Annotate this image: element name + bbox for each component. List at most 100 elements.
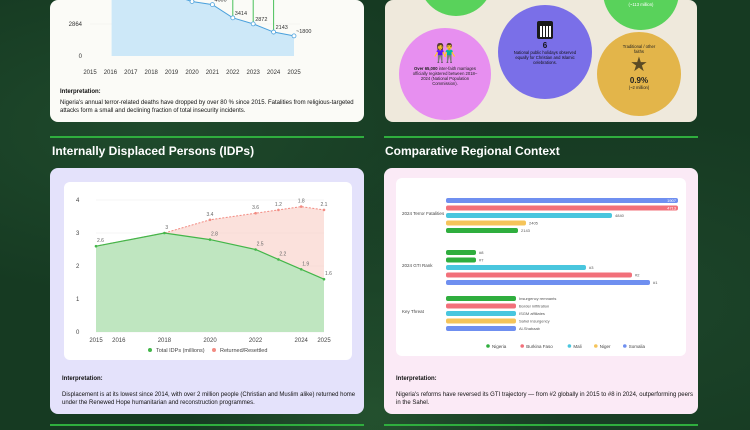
regional-interpretation-heading: Interpretation: <box>396 376 437 382</box>
y-tick-label: 2 <box>76 264 80 270</box>
data-point <box>209 2 215 7</box>
total-point <box>208 238 212 241</box>
returned-point <box>208 218 212 222</box>
x-tick-label: 2019 <box>165 70 179 76</box>
marriages-text: inter-faith marriages officially registe… <box>412 66 478 86</box>
marriages-caption: Over 65,000 inter-faith marriages offici… <box>412 66 478 86</box>
marriages-value: Over 65,000 <box>414 66 438 71</box>
bar-label: #8 <box>479 250 484 255</box>
terror-deaths-chart: 2015 2016 2017 2018 2019 2020 2021 2022 2023 2024… <box>69 0 311 76</box>
x-tick-label: 2024 <box>267 70 281 76</box>
traditional-circle: Traditional / other faiths ★ 0.9% (~2 mi… <box>597 32 681 116</box>
legend-returned-swatch <box>212 348 216 352</box>
bar-label: #1 <box>653 280 658 285</box>
returned-point <box>277 208 280 212</box>
bar <box>446 326 516 331</box>
data-label: 2143 <box>276 25 288 31</box>
series-line <box>185 0 295 37</box>
bar-label: Al-Shabaab <box>519 326 541 331</box>
legend-returned-label: Returned/Resettled <box>220 348 267 354</box>
bar-label: #3 <box>589 265 594 270</box>
bar-label: Insurgency remnants <box>519 296 556 301</box>
bar <box>446 265 586 270</box>
returned-data-label: 1.8 <box>298 199 305 205</box>
regional-bar-chart: 2024 Terror Fatalities 1907 4713 4840 2405 21… <box>402 198 678 349</box>
bar <box>446 228 518 233</box>
x-tick-label: 2015 <box>83 70 97 76</box>
returned-point <box>299 205 303 208</box>
total-point <box>322 277 326 281</box>
legend-label: Somalia <box>629 344 646 349</box>
x-tick-label: 2018 <box>158 338 172 344</box>
holidays-text: National public holidays observed equall… <box>513 50 577 65</box>
total-data-label: 2.5 <box>257 242 264 248</box>
legend-total-swatch <box>148 348 152 352</box>
x-tick-label: 2020 <box>185 70 199 76</box>
y-tick-label: 4 <box>76 198 80 204</box>
y-tick-label: 1 <box>76 297 80 303</box>
legend-label: Niger <box>600 344 611 349</box>
bar-label: Border infiltration <box>519 304 549 309</box>
x-tick-label: 2024 <box>295 338 309 344</box>
bar-label: ISGM affiliates <box>519 311 545 316</box>
total-data-label: 2.8 <box>211 232 218 238</box>
group-label: Key Threat <box>402 309 425 314</box>
idp-area-chart: 0 1 2 3 4 2015 2016 2018 2020 2022 2024 2025 2.6 3 2.8… <box>76 198 332 354</box>
data-point <box>230 15 236 21</box>
x-tick-label: 2021 <box>206 70 220 76</box>
calendar-icon <box>537 21 553 39</box>
x-tick-label: 2025 <box>287 70 301 76</box>
green-circle-right-sub: (~113 million) <box>628 2 654 7</box>
returned-data-label: 3.6 <box>252 205 259 211</box>
terror-deaths-card: 2015 2016 2017 2018 2019 2020 2021 2022 2023 2024… <box>50 0 364 122</box>
x-tick-label: 2022 <box>226 70 240 76</box>
bar <box>446 318 516 324</box>
x-tick-label: 2018 <box>145 70 159 76</box>
people-icon: 👫 <box>433 43 457 63</box>
y-tick-label: 0 <box>79 54 83 60</box>
bar <box>446 303 516 309</box>
total-idps-area <box>96 233 324 332</box>
returned-data-label: 3.4 <box>207 212 214 218</box>
data-point <box>250 21 256 27</box>
total-data-label: 1.9 <box>302 261 309 267</box>
legend-swatch <box>567 344 572 348</box>
legend-swatch <box>594 344 598 348</box>
data-point <box>189 0 195 4</box>
bar <box>446 213 612 218</box>
legend-total-label: Total IDPs (millions) <box>156 348 205 354</box>
idp-interpretation-text: Displacement is at its lowest since 2014… <box>62 392 356 406</box>
bar-label: 1907 <box>667 198 677 203</box>
green-circle-left <box>419 0 493 16</box>
data-label: 3414 <box>235 11 247 17</box>
traditional-value: 0.9% <box>629 76 649 85</box>
data-point <box>291 33 297 39</box>
traditional-sub: (~2 million) <box>628 85 650 90</box>
bar <box>446 220 526 226</box>
bar <box>446 296 516 301</box>
divider-right <box>384 136 698 138</box>
group-label: 2024 GTI Rank <box>402 263 433 268</box>
bar-label: #2 <box>635 273 640 278</box>
data-label: 4600 <box>214 0 226 4</box>
regional-plot-panel: 2024 Terror Fatalities 1907 4713 4840 2405 21… <box>396 178 686 356</box>
divider-left <box>50 136 364 138</box>
x-tick-label: 2023 <box>247 70 261 76</box>
bar-label: 2143 <box>521 228 531 233</box>
deaths-interpretation-heading: Interpretation: <box>60 89 101 95</box>
bar <box>446 250 476 255</box>
legend-label: Nigeria <box>492 344 507 349</box>
bar <box>446 198 678 203</box>
x-tick-label: 2015 <box>89 338 103 344</box>
total-data-label: 1.6 <box>325 271 332 277</box>
green-circle-right: (~113 million) <box>603 0 679 30</box>
total-point <box>94 244 98 248</box>
returned-data-label: 1.2 <box>275 202 282 208</box>
legend-label: Mali <box>573 344 581 349</box>
bar-label: #7 <box>479 258 484 263</box>
regional-section-title: Comparative Regional Context <box>385 144 560 158</box>
star-icon: ★ <box>630 54 648 76</box>
legend-swatch <box>486 344 490 348</box>
data-label: ~1800 <box>296 29 311 35</box>
regional-card: 2024 Terror Fatalities 1907 4713 4840 2405 21… <box>384 168 698 414</box>
